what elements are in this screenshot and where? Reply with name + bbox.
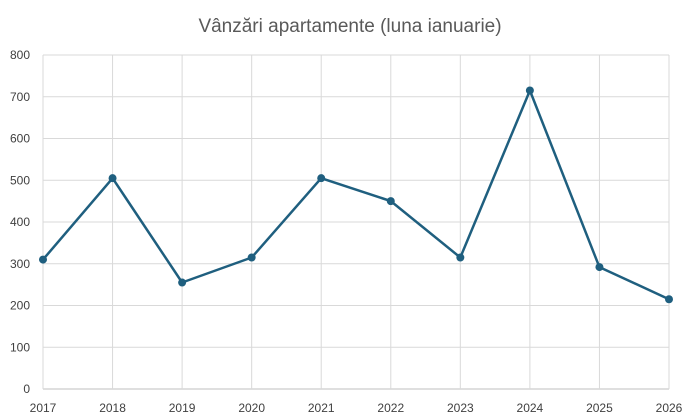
data-point-2022[interactable] [386,197,395,206]
y-tick-label: 500 [10,173,30,187]
series-line-layer [39,86,673,304]
x-tick-label: 2020 [238,401,265,415]
data-point-2019[interactable] [178,278,187,287]
y-tick-label: 0 [23,382,30,396]
data-point-2021[interactable] [317,174,326,183]
y-tick-label: 300 [10,257,30,271]
y-tick-label: 800 [10,48,30,62]
x-axis-ticks: 2017 2018 2019 2020 2021 2022 2023 2024 2025 2026 [30,401,683,415]
chart-title: Vânzări apartamente (luna ianuarie) [198,16,501,37]
data-point-2023[interactable] [456,253,465,262]
x-tick-label: 2026 [656,401,683,415]
y-tick-label: 100 [10,340,30,354]
y-tick-label: 200 [10,299,30,313]
x-tick-label: 2023 [447,401,474,415]
x-tick-label: 2025 [586,401,613,415]
data-point-2018[interactable] [108,174,117,183]
x-tick-label: 2021 [308,401,335,415]
x-tick-label: 2022 [377,401,404,415]
x-tick-label: 2018 [99,401,126,415]
y-tick-label: 400 [10,215,30,229]
y-tick-label: 600 [10,132,30,146]
x-tick-label: 2024 [517,401,544,415]
y-axis-ticks: 0 100 200 300 400 500 600 700 800 [10,48,30,396]
data-point-2026[interactable] [665,295,673,304]
data-point-2020[interactable] [247,253,256,262]
x-tick-label: 2017 [30,401,57,415]
data-point-2024[interactable] [525,86,534,95]
data-point-2017[interactable] [39,255,47,264]
data-point-2025[interactable] [595,263,604,272]
x-tick-label: 2019 [169,401,196,415]
series-line [41,89,671,301]
gridlines [42,54,670,390]
y-tick-label: 700 [10,90,30,104]
